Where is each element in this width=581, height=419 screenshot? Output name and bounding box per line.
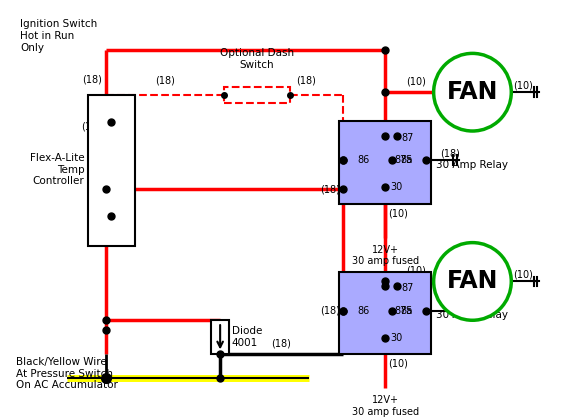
Text: 12V+
30 amp fused: 12V+ 30 amp fused <box>352 245 419 266</box>
Text: (18): (18) <box>440 299 460 309</box>
Text: (18): (18) <box>296 75 315 85</box>
Text: (18): (18) <box>440 148 460 158</box>
Text: Optional Dash
Switch: Optional Dash Switch <box>220 48 294 70</box>
Bar <box>88 95 135 246</box>
Text: Black/Yellow Wire
At Pressure Switch
On AC Accumulator: Black/Yellow Wire At Pressure Switch On … <box>16 357 118 391</box>
Text: (18): (18) <box>320 305 339 316</box>
Text: 30 Amp Relay: 30 Amp Relay <box>436 310 508 321</box>
Text: 86: 86 <box>357 305 370 316</box>
Text: (10): (10) <box>513 270 533 279</box>
Bar <box>211 320 229 354</box>
Circle shape <box>433 53 511 131</box>
Text: (18): (18) <box>82 75 102 85</box>
Text: 30 Amp Relay: 30 Amp Relay <box>436 160 508 170</box>
Text: (10): (10) <box>388 209 408 219</box>
Text: 87: 87 <box>401 133 414 143</box>
Bar <box>339 122 431 204</box>
Text: (10): (10) <box>388 359 408 369</box>
Bar <box>339 272 431 354</box>
Bar <box>224 87 290 103</box>
Text: Flex-A-Lite
Temp
Controller: Flex-A-Lite Temp Controller <box>30 153 84 186</box>
Text: 12V+
30 amp fused: 12V+ 30 amp fused <box>352 395 419 416</box>
Text: (10): (10) <box>407 266 426 276</box>
Circle shape <box>433 243 511 320</box>
Text: (18): (18) <box>271 339 291 349</box>
Text: 86: 86 <box>357 155 370 165</box>
Text: 85: 85 <box>400 155 413 165</box>
Text: 85: 85 <box>400 305 413 316</box>
Text: (10): (10) <box>407 76 426 86</box>
Text: FAN: FAN <box>447 80 498 104</box>
Text: (18): (18) <box>155 75 175 85</box>
Text: (10): (10) <box>513 80 533 91</box>
Text: 87a: 87a <box>395 305 413 316</box>
Text: (18): (18) <box>81 121 101 131</box>
Text: FAN: FAN <box>447 269 498 293</box>
Text: 30: 30 <box>390 333 402 343</box>
Text: 87a: 87a <box>395 155 413 165</box>
Text: Ignition Switch
Hot in Run
Only: Ignition Switch Hot in Run Only <box>20 19 98 53</box>
Text: 87: 87 <box>401 283 414 293</box>
Text: (18): (18) <box>320 184 339 194</box>
Text: 30: 30 <box>390 182 402 192</box>
Text: Diode
4001: Diode 4001 <box>232 326 262 348</box>
